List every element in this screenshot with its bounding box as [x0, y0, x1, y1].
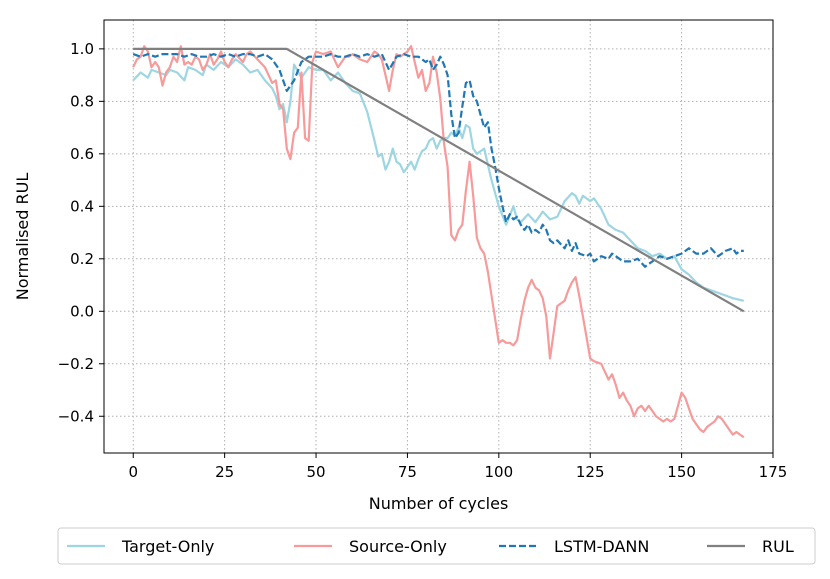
x-tick-label: 150 [667, 463, 696, 481]
y-tick-label: 0.8 [70, 92, 94, 110]
y-tick-label: 1.0 [70, 40, 94, 58]
y-tick-label: 0.6 [70, 145, 94, 163]
x-tick-label: 100 [484, 463, 513, 481]
legend-label: LSTM-DANN [554, 537, 649, 556]
x-tick-label: 175 [759, 463, 788, 481]
legend: Target-Only Source-Only LSTM-DANN RUL [57, 527, 816, 565]
legend-box [57, 527, 816, 565]
y-tick-label: −0.4 [58, 407, 94, 425]
x-tick-label: 75 [398, 463, 417, 481]
y-tick-label: 0.2 [70, 250, 94, 268]
legend-label: Target-Only [121, 537, 214, 556]
x-tick-label: 0 [128, 463, 138, 481]
legend-label: RUL [762, 537, 794, 556]
y-tick-label: −0.2 [58, 355, 94, 373]
series-line-rul [133, 47, 745, 313]
legend-label: Source-Only [349, 537, 447, 556]
series-line-source-only [132, 45, 745, 439]
x-tick-label: 50 [306, 463, 325, 481]
y-axis-label: Normalised RUL [13, 173, 32, 301]
data-series [132, 45, 745, 439]
axis-ticks: 0 25 50 75 100 125 150 175 1.0 0.8 0.6 0.4 0.2 0.0 −0.… [58, 40, 788, 481]
y-tick-label: 0.4 [70, 197, 94, 215]
x-tick-label: 25 [215, 463, 234, 481]
series-line-target-only [132, 58, 745, 302]
x-tick-label: 125 [576, 463, 605, 481]
x-axis-label: Number of cycles [369, 494, 509, 513]
series-line-lstm-dann [132, 53, 744, 268]
plot-frame [103, 19, 774, 454]
y-tick-label: 0.0 [70, 302, 94, 320]
